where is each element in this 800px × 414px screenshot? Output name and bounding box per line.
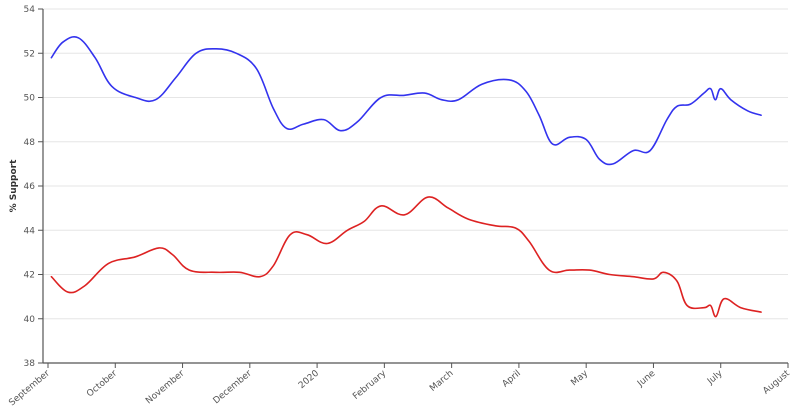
x-tick-label: December [212,368,254,406]
series-line-2 [50,196,762,318]
x-tick-label: August [761,368,792,396]
x-tick-label: April [501,369,523,390]
tick-labels: 38 40 42 44 46 48 50 52 54 September October Novemb… [7,5,792,408]
y-tick-label: 40 [24,315,36,325]
x-tick-label: July [705,368,725,387]
axes [38,8,789,368]
y-tick-label: 44 [24,226,36,236]
x-tick-label: 2020 [297,368,321,391]
x-tick-label: June [635,368,658,389]
series-line-1 [50,36,762,166]
y-tick-label: 52 [24,49,35,59]
x-tick-label: September [7,368,52,408]
x-tick-label: February [351,368,388,402]
y-axis-title: % Support [9,159,19,213]
y-tick-label: 50 [24,94,36,104]
y-tick-label: 42 [24,271,35,281]
y-tick-label: 46 [24,182,36,192]
x-tick-label: May [569,368,590,388]
x-tick-label: October [85,368,119,399]
x-tick-label: March [428,369,455,394]
grid-lines [43,8,788,320]
x-tick-label: November [144,368,187,406]
y-tick-label: 38 [24,359,36,369]
y-tick-label: 54 [24,5,36,15]
y-tick-label: 48 [24,138,36,148]
series-lines [50,36,762,318]
